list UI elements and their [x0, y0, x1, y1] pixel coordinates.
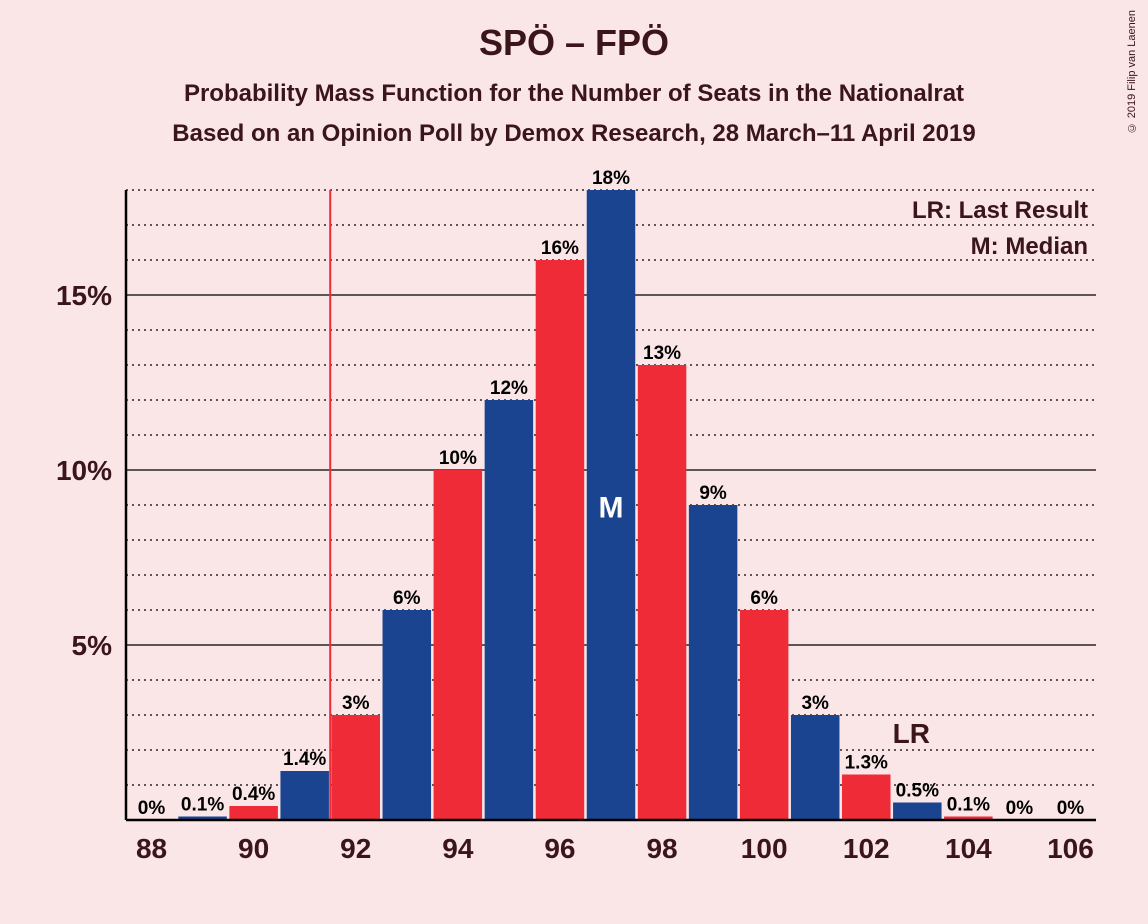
x-tick-label: 98 — [646, 833, 677, 864]
bar-value-label: 10% — [439, 448, 477, 469]
bar — [689, 505, 738, 820]
x-tick-label: 90 — [238, 833, 269, 864]
chart-area: 5% 10% 15% 0% 0.1% 0.4% 1.4% 3% 6% 10% 12% 16% 18% M 1… — [0, 0, 1148, 924]
bar-value-label: 0.1% — [181, 795, 224, 816]
bar — [280, 771, 329, 820]
x-tick-label: 106 — [1047, 833, 1094, 864]
bar-value-label: 0.4% — [232, 784, 275, 805]
bar-value-label: 18% — [592, 168, 630, 189]
bar — [791, 715, 840, 820]
x-tick-label: 94 — [442, 833, 474, 864]
bar-value-label: 0% — [138, 798, 166, 819]
bar-value-label: 0% — [1006, 798, 1034, 819]
bar — [638, 365, 687, 820]
bar — [842, 775, 891, 821]
chart-svg: 5% 10% 15% 0% 0.1% 0.4% 1.4% 3% 6% 10% 12% 16% 18% M 1… — [0, 0, 1148, 924]
bar-value-label: 0.5% — [896, 781, 939, 802]
x-tick-label: 100 — [741, 833, 788, 864]
bar-value-label: 9% — [699, 483, 727, 504]
bar-value-label: 1.4% — [283, 749, 326, 770]
y-tick-label: 5% — [72, 630, 113, 661]
x-tick-label: 88 — [136, 833, 167, 864]
bar — [434, 470, 483, 820]
bar-value-label: 13% — [643, 343, 681, 364]
median-marker: M — [599, 492, 624, 525]
legend-lr: LR: Last Result — [912, 197, 1088, 224]
bar — [740, 610, 789, 820]
bar-value-label: 6% — [750, 588, 778, 609]
bar-value-label: 0% — [1057, 798, 1085, 819]
x-tick-label: 104 — [945, 833, 992, 864]
bar — [893, 803, 942, 821]
y-tick-label: 15% — [56, 280, 112, 311]
bar — [331, 715, 380, 820]
lr-marker: LR — [893, 718, 930, 749]
x-tick-label: 92 — [340, 833, 371, 864]
bar — [536, 260, 585, 820]
x-tick-label: 102 — [843, 833, 890, 864]
x-tick-label: 96 — [544, 833, 575, 864]
bar-value-label: 0.1% — [947, 795, 990, 816]
legend-m: M: Median — [971, 233, 1088, 260]
y-tick-label: 10% — [56, 455, 112, 486]
bar-value-label: 12% — [490, 378, 528, 399]
bar — [229, 806, 278, 820]
bar-value-label: 6% — [393, 588, 421, 609]
bar-value-label: 16% — [541, 238, 579, 259]
bar-value-label: 1.3% — [845, 753, 888, 774]
bar — [383, 610, 432, 820]
bar-value-label: 3% — [342, 693, 370, 714]
bar — [485, 400, 534, 820]
bar-value-label: 3% — [801, 693, 829, 714]
